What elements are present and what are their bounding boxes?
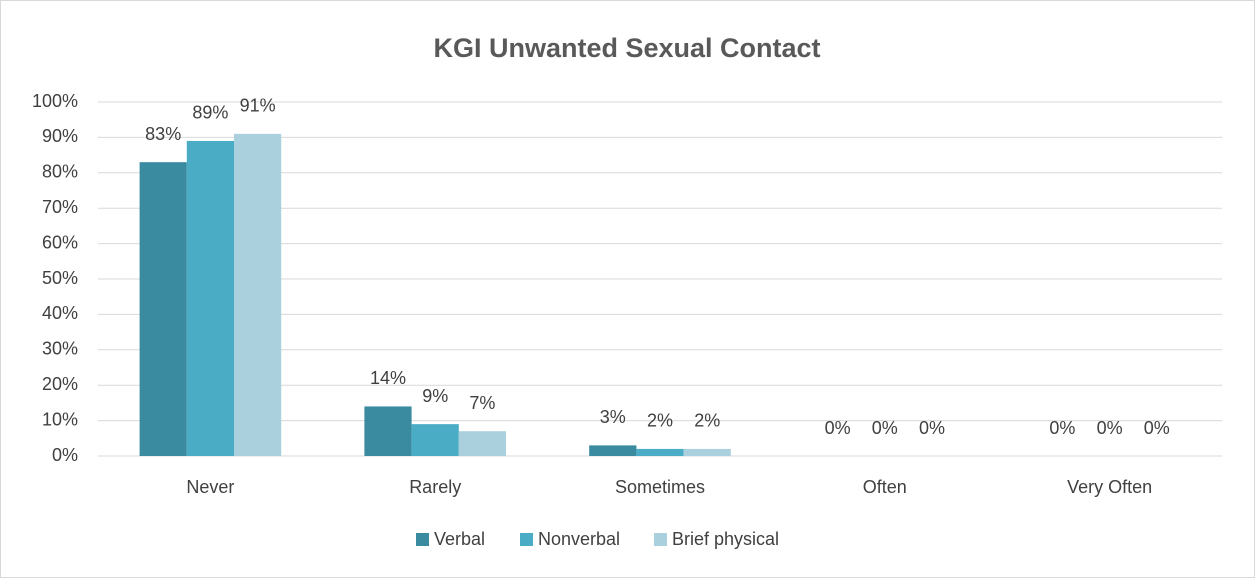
data-label: 2% xyxy=(647,411,673,431)
chart-title: KGI Unwanted Sexual Contact xyxy=(433,33,820,63)
bar xyxy=(364,406,412,456)
y-tick-label: 30% xyxy=(42,339,78,359)
legend-label: Brief physical xyxy=(672,529,779,549)
y-tick-label: 70% xyxy=(42,197,78,217)
x-tick-label: Often xyxy=(863,477,907,497)
y-tick-label: 0% xyxy=(52,445,78,465)
x-tick-label: Never xyxy=(186,477,234,497)
data-label: 0% xyxy=(872,418,898,438)
y-tick-label: 90% xyxy=(42,126,78,146)
x-tick-label: Very Often xyxy=(1067,477,1152,497)
bar xyxy=(186,140,235,456)
bar xyxy=(411,424,459,456)
legend-swatch xyxy=(416,533,429,546)
bar xyxy=(636,448,684,456)
y-tick-label: 50% xyxy=(42,268,78,288)
legend-swatch xyxy=(520,533,533,546)
legend-label: Nonverbal xyxy=(538,529,620,549)
bar xyxy=(589,445,637,456)
legend-swatch xyxy=(654,533,667,546)
legend-label: Verbal xyxy=(434,529,485,549)
bar xyxy=(683,448,731,456)
y-tick-label: 20% xyxy=(42,374,78,394)
data-label: 14% xyxy=(370,368,406,388)
bar xyxy=(139,162,187,456)
data-label: 0% xyxy=(919,418,945,438)
data-label: 0% xyxy=(1144,418,1170,438)
data-label: 0% xyxy=(1049,418,1075,438)
y-tick-label: 40% xyxy=(42,303,78,323)
data-label: 3% xyxy=(600,407,626,427)
data-label: 0% xyxy=(825,418,851,438)
data-label: 2% xyxy=(694,411,720,431)
data-label: 0% xyxy=(1097,418,1123,438)
y-tick-label: 100% xyxy=(32,91,78,111)
x-tick-label: Rarely xyxy=(409,477,461,497)
y-tick-label: 60% xyxy=(42,232,78,252)
x-tick-label: Sometimes xyxy=(615,477,705,497)
bar xyxy=(234,133,282,457)
y-tick-label: 80% xyxy=(42,162,78,182)
data-label: 7% xyxy=(469,393,495,413)
y-tick-label: 10% xyxy=(42,409,78,429)
data-label: 89% xyxy=(192,103,228,123)
data-label: 83% xyxy=(145,124,181,144)
bar xyxy=(458,431,507,456)
data-label: 91% xyxy=(240,96,276,116)
data-label: 9% xyxy=(422,386,448,406)
